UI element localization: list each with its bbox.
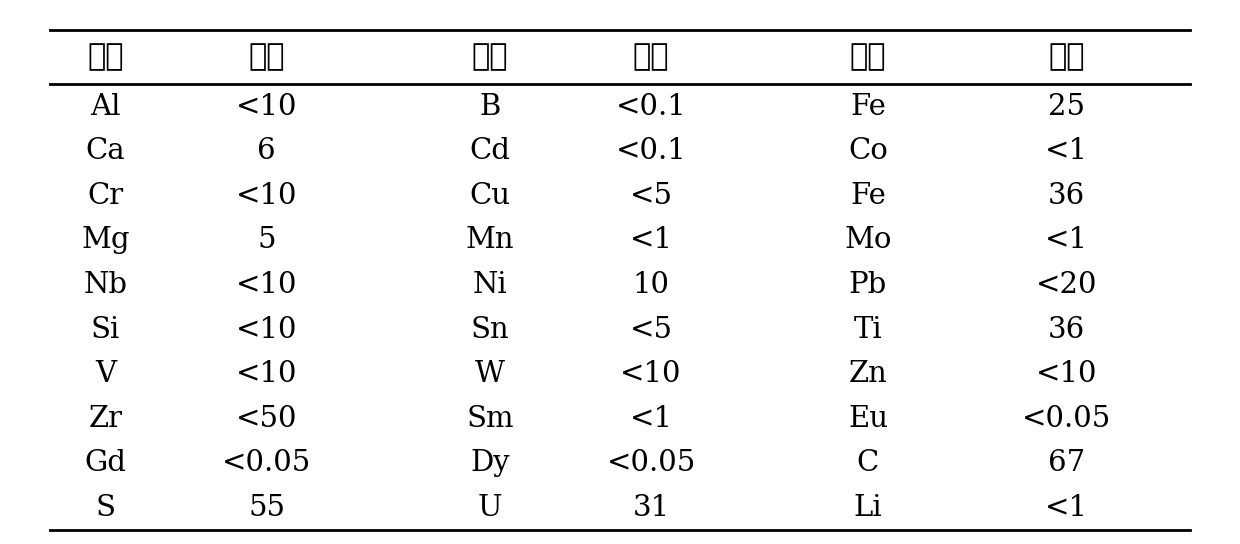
Text: 6: 6 [257, 137, 277, 165]
Text: <0.1: <0.1 [615, 137, 687, 165]
Text: Eu: Eu [848, 405, 888, 433]
Text: Pb: Pb [849, 271, 887, 299]
Text: <0.05: <0.05 [606, 449, 696, 478]
Text: V: V [94, 360, 117, 388]
Text: <10: <10 [236, 182, 298, 210]
Text: <50: <50 [236, 405, 298, 433]
Text: 元素: 元素 [849, 42, 887, 72]
Text: <10: <10 [236, 92, 298, 121]
Text: Nb: Nb [83, 271, 128, 299]
Text: Co: Co [848, 137, 888, 165]
Text: <5: <5 [630, 316, 672, 344]
Text: Mg: Mg [81, 226, 130, 255]
Text: Sm: Sm [466, 405, 513, 433]
Text: <1: <1 [1045, 137, 1087, 165]
Text: C: C [857, 449, 879, 478]
Text: <10: <10 [1035, 360, 1097, 388]
Text: Cd: Cd [470, 137, 510, 165]
Text: 55: 55 [248, 494, 285, 522]
Text: U: U [477, 494, 502, 522]
Text: Ca: Ca [86, 137, 125, 165]
Text: <20: <20 [1035, 271, 1097, 299]
Text: Zr: Zr [88, 405, 123, 433]
Text: <1: <1 [630, 226, 672, 255]
Text: 10: 10 [632, 271, 670, 299]
Text: 元素: 元素 [471, 42, 508, 72]
Text: <10: <10 [236, 360, 298, 388]
Text: <5: <5 [630, 182, 672, 210]
Text: <10: <10 [236, 316, 298, 344]
Text: Fe: Fe [851, 182, 885, 210]
Text: <0.05: <0.05 [222, 449, 311, 478]
Text: W: W [475, 360, 505, 388]
Text: 含量: 含量 [248, 42, 285, 72]
Text: Li: Li [853, 494, 883, 522]
Text: Zn: Zn [848, 360, 888, 388]
Text: 元素: 元素 [87, 42, 124, 72]
Text: Sn: Sn [470, 316, 510, 344]
Text: Cu: Cu [469, 182, 511, 210]
Text: 31: 31 [632, 494, 670, 522]
Text: <0.1: <0.1 [615, 92, 687, 121]
Text: <1: <1 [630, 405, 672, 433]
Text: 25: 25 [1048, 92, 1085, 121]
Text: Mn: Mn [465, 226, 515, 255]
Text: 67: 67 [1048, 449, 1085, 478]
Text: Gd: Gd [84, 449, 126, 478]
Text: Fe: Fe [851, 92, 885, 121]
Text: 含量: 含量 [1048, 42, 1085, 72]
Text: Ti: Ti [853, 316, 883, 344]
Text: <1: <1 [1045, 226, 1087, 255]
Text: Ni: Ni [472, 271, 507, 299]
Text: Si: Si [91, 316, 120, 344]
Text: S: S [95, 494, 115, 522]
Text: Dy: Dy [470, 449, 510, 478]
Text: B: B [479, 92, 501, 121]
Text: <10: <10 [236, 271, 298, 299]
Text: 36: 36 [1048, 182, 1085, 210]
Text: Mo: Mo [844, 226, 892, 255]
Text: <0.05: <0.05 [1022, 405, 1111, 433]
Text: <10: <10 [620, 360, 682, 388]
Text: <1: <1 [1045, 494, 1087, 522]
Text: 36: 36 [1048, 316, 1085, 344]
Text: Al: Al [91, 92, 120, 121]
Text: Cr: Cr [87, 182, 124, 210]
Text: 5: 5 [258, 226, 275, 255]
Text: 含量: 含量 [632, 42, 670, 72]
